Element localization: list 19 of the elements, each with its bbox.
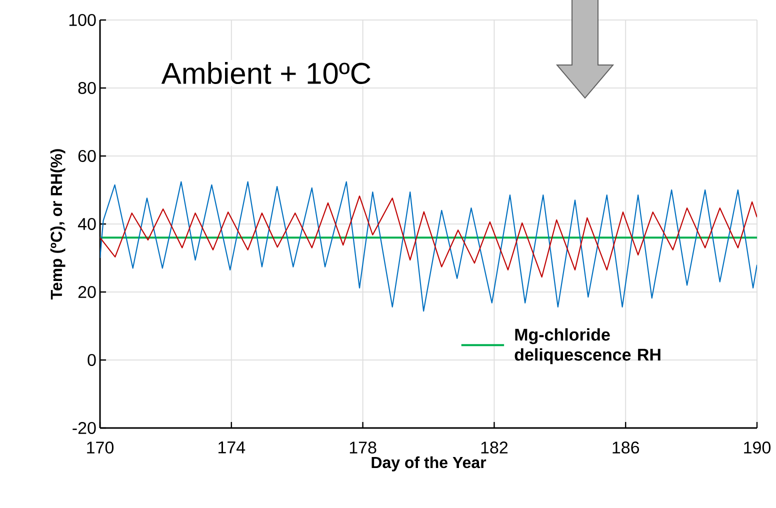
legend-label: Mg-chloride deliquescence RH [514,328,660,364]
y-tick-label: 0 [88,354,96,366]
annotation: Ambient + 10ºC [161,62,370,84]
x-tick-label: 174 [218,442,246,454]
x-tick-label: 190 [744,442,771,454]
y-tick-label: 60 [78,150,96,162]
line-series [100,181,757,312]
x-tick-label: 186 [612,442,640,454]
y-tick-label: 80 [78,82,96,94]
x-tick-label: 182 [481,442,508,454]
x-tick-label: 178 [350,442,376,454]
y-tick-label: -20 [72,422,96,434]
y-tick-label: 100 [69,14,96,26]
x-tick-label: 170 [87,442,114,454]
y-tick-label: 40 [78,218,96,230]
y-axis-title: Temp (ºC), or RH(%) [50,149,66,300]
line-series [100,196,757,278]
x-axis-title: Day of the Year [372,456,486,472]
y-tick-label: 20 [78,286,96,298]
